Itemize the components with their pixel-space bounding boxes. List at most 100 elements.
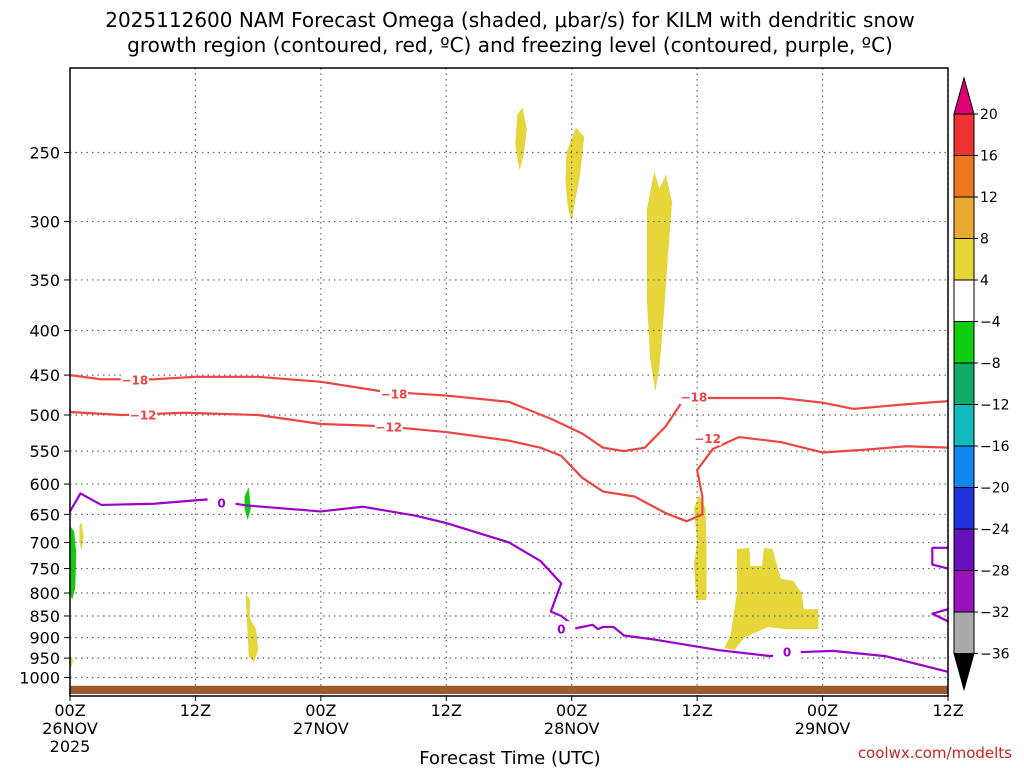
freezing-level-fragment-2 (931, 608, 949, 623)
contour-line-1 (69, 410, 949, 523)
colorbar: 20 16 12 8 4 −4 −8 −12 −16 −20 −24 −28 −32 −36 (953, 76, 1010, 692)
x-tick-label: 12Z (681, 701, 712, 720)
x-tick-date: 26NOV (42, 719, 98, 738)
contour-label-bg (120, 372, 149, 388)
x-axis-label: Forecast Time (UTC) (419, 748, 600, 768)
colorbar-label: −32 (980, 605, 1010, 621)
colorbar-label: −24 (980, 522, 1010, 538)
colorbar-label: 20 (980, 107, 998, 123)
y-tick-label: 400 (29, 322, 60, 341)
omega-shading (68, 107, 948, 694)
x-tick-label: 12Z (431, 701, 462, 720)
colorbar-arrow-bottom (953, 653, 975, 692)
y-tick-label: 250 (29, 144, 60, 163)
freezing-level-fragment-1 (931, 546, 949, 570)
omega-area-upper-1 (515, 107, 527, 171)
x-tick-label: 00Z (807, 701, 838, 720)
colorbar-segment (953, 238, 975, 281)
x-tick-date: 27NOV (293, 719, 349, 738)
grid-lines (69, 68, 949, 696)
chart-title-line2: growth region (contoured, red, ºC) and f… (127, 33, 893, 57)
contour-label-bg (693, 430, 722, 446)
x-tick-year: 2025 (50, 737, 91, 756)
x-tick-label: 12Z (932, 701, 963, 720)
y-tick-label: 500 (29, 406, 60, 425)
colorbar-segment (953, 155, 975, 198)
y-axis-ticks: 250 300 350 400 450 500 550 600 650 700 750 800 850 9… (19, 144, 70, 688)
colorbar-segment (953, 321, 975, 364)
x-tick-date: 29NOV (795, 719, 851, 738)
colorbar-label: 16 (980, 149, 998, 165)
omega-area-lower-2 (724, 547, 819, 651)
contour-label-bg (380, 385, 409, 401)
colorbar-segment (953, 279, 975, 322)
colorbar-segment (953, 611, 975, 654)
omega-area-upper-2 (565, 127, 585, 222)
contour-label-bg (680, 389, 709, 405)
colorbar-label: −36 (980, 647, 1010, 663)
y-tick-label: 850 (29, 607, 60, 626)
y-tick-label: 300 (29, 213, 60, 232)
colorbar-segment (953, 570, 975, 613)
colorbar-label: 12 (980, 190, 998, 206)
colorbar-label: −4 (980, 315, 1001, 331)
colorbar-label: −12 (980, 398, 1010, 414)
y-tick-label: 750 (29, 560, 60, 579)
omega-area-neg-1 (70, 525, 77, 601)
colorbar-segment (953, 196, 975, 239)
colorbar-segment (953, 362, 975, 405)
omega-area-low-1 (245, 593, 259, 663)
contour-label: −18 (681, 391, 708, 405)
y-tick-label: 650 (29, 505, 60, 524)
x-tick-label: 00Z (54, 701, 85, 720)
y-tick-label: 1000 (19, 669, 60, 688)
chart-title-line1: 2025112600 NAM Forecast Omega (shaded, μ… (105, 8, 914, 32)
freezing-level-label-bg (547, 621, 576, 637)
omega-area-neg-2 (244, 487, 251, 521)
colorbar-segment (953, 487, 975, 530)
colorbar-label: −20 (980, 481, 1010, 497)
freezing-level-label-bg (773, 644, 802, 660)
credit-text: coolwx.com/modelts (858, 744, 1012, 762)
plot-area: −18 −18 −18 −12 −12 −12 0 0 0 (68, 67, 949, 697)
contour-label: −12 (375, 420, 402, 434)
colorbar-label: 4 (980, 273, 989, 289)
freezing-level-label: 0 (783, 646, 791, 660)
omega-area-surface-1 (79, 521, 84, 551)
y-tick-label: 450 (29, 366, 60, 385)
contour-label: −18 (121, 374, 148, 388)
surface-terrain (70, 685, 948, 694)
freezing-level-label: 0 (557, 623, 565, 637)
x-tick-label: 12Z (180, 701, 211, 720)
colorbar-label: −16 (980, 439, 1010, 455)
y-tick-label: 700 (29, 533, 60, 552)
y-tick-label: 600 (29, 475, 60, 494)
y-tick-label: 800 (29, 584, 60, 603)
omega-area-lower-1 (694, 495, 707, 601)
colorbar-segment (953, 528, 975, 571)
plot-frame (69, 67, 949, 697)
y-tick-label: 950 (29, 649, 60, 668)
freezing-level-label-bg (207, 495, 236, 511)
colorbar-segment (953, 113, 975, 156)
y-tick-label: 900 (29, 629, 60, 648)
omega-area-upper-3 (646, 171, 673, 392)
y-tick-label: 350 (29, 271, 60, 290)
colorbar-arrow-top (953, 76, 975, 115)
freezing-level-label: 0 (217, 497, 225, 511)
x-tick-date: 28NOV (544, 719, 600, 738)
contour-line-0 (69, 374, 949, 453)
colorbar-label: 8 (980, 232, 989, 248)
contour-lines: −18 −18 −18 −12 −12 −12 0 0 0 (69, 372, 949, 673)
colorbar-segment (953, 445, 975, 488)
x-tick-label: 00Z (556, 701, 587, 720)
contour-label-bg (129, 407, 158, 423)
x-tick-label: 00Z (305, 701, 336, 720)
contour-label: −18 (381, 387, 408, 401)
contour-label: −12 (130, 409, 157, 423)
colorbar-segment (953, 404, 975, 447)
contour-label: −12 (694, 432, 721, 446)
colorbar-label: −8 (980, 356, 1001, 372)
y-tick-label: 550 (29, 442, 60, 461)
